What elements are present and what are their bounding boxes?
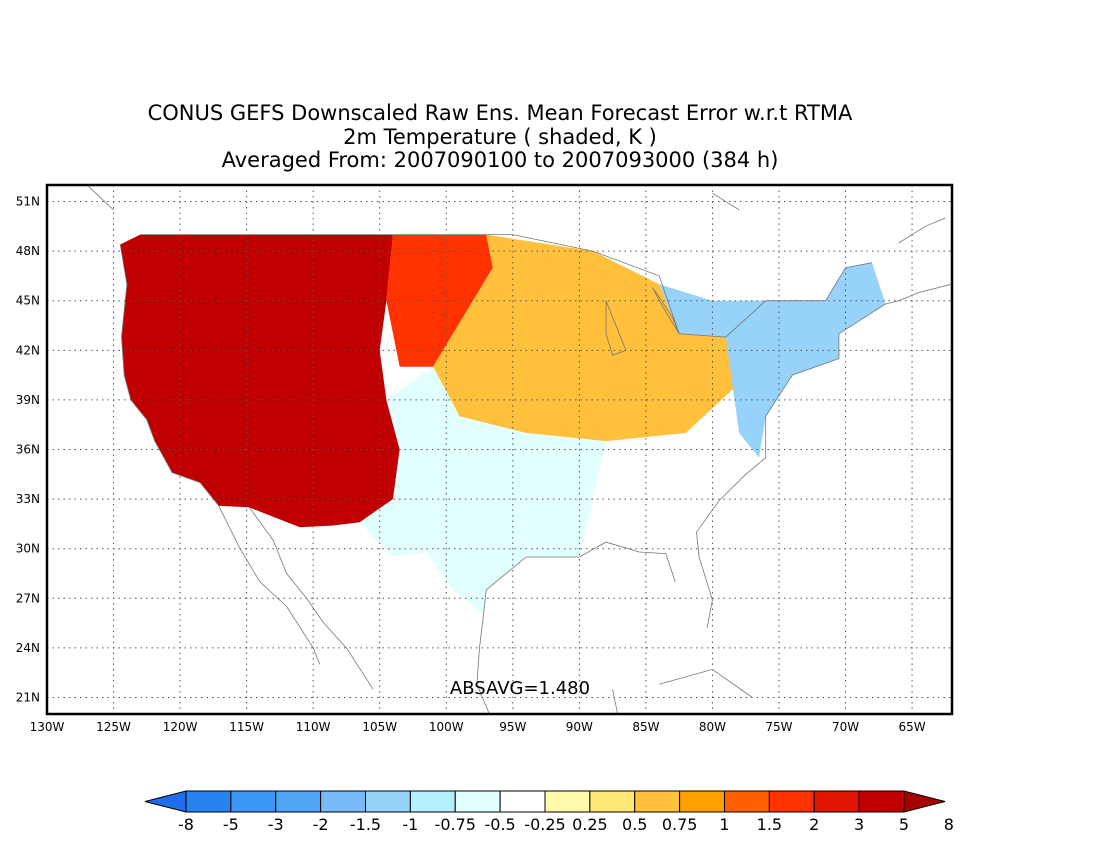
latitude-labels: 51N 48N 45N 42N 39N 36N 33N 30N 27N 24N 21N: [16, 195, 40, 705]
map-frame: [45, 183, 954, 716]
colorbar-label: 0.5: [622, 815, 647, 834]
colorbar-box: [813, 790, 860, 813]
lon-tick-label: 90W: [566, 720, 593, 734]
colorbar-box: [634, 790, 681, 813]
lat-tick-label: 51N: [16, 195, 40, 209]
colorbar-label: 5: [899, 815, 909, 834]
colorbar-box: [768, 790, 815, 813]
lon-tick-label: 120W: [163, 720, 198, 734]
coastline: [612, 689, 619, 714]
colorbar-arrow-low: [144, 790, 187, 813]
colorbar-labels: -8 -5 -3 -2 -1.5 -1 -0.75 -0.5 -0.25 0.25 0.5 0.75 1…: [178, 815, 954, 834]
lon-tick-label: 75W: [765, 720, 792, 734]
lon-tick-label: 110W: [296, 720, 331, 734]
coastline: [483, 556, 580, 615]
lat-lon-grid: [47, 185, 952, 714]
lon-tick-label: 125W: [96, 720, 131, 734]
lat-tick-label: 48N: [16, 244, 40, 258]
map-title: CONUS GEFS Downscaled Raw Ens. Mean Fore…: [0, 101, 1000, 173]
lon-tick-label: 70W: [832, 720, 859, 734]
colorbar-label: 2: [809, 815, 819, 834]
coastline: [652, 287, 680, 335]
colorbar-label: 8: [944, 815, 954, 834]
colorbar-boxes: [144, 790, 946, 813]
shaded-region-great-plains-warm: [386, 234, 493, 367]
coastline: [476, 614, 490, 714]
colorbar-label: -0.75: [435, 815, 476, 834]
shaded-region-northeast-cool: [659, 262, 886, 458]
lon-tick-label: 105W: [362, 720, 397, 734]
colorbar-label: -1: [402, 815, 418, 834]
colorbar-box: [679, 790, 725, 813]
lat-tick-label: 24N: [16, 641, 40, 655]
colorbar-box: [544, 790, 591, 813]
title-line-3: Averaged From: 2007090100 to 2007093000 …: [221, 148, 779, 172]
lat-tick-label: 33N: [16, 492, 40, 506]
lon-tick-label: 65W: [899, 720, 926, 734]
lat-tick-label: 45N: [16, 294, 40, 308]
shaded-region-west-warm-bias: [120, 234, 400, 528]
lon-tick-label: 115W: [229, 720, 264, 734]
coastline: [86, 185, 114, 211]
coastline: [712, 192, 740, 211]
colorbar-box: [409, 790, 456, 813]
title-line-1: CONUS GEFS Downscaled Raw Ens. Mean Fore…: [147, 101, 853, 125]
colorbar-label: -0.25: [524, 815, 565, 834]
lon-tick-label: 80W: [699, 720, 726, 734]
lon-tick-label: 95W: [499, 720, 526, 734]
coastline: [248, 507, 374, 690]
colorbar-label: 1: [719, 815, 729, 834]
lon-tick-label: 100W: [429, 720, 464, 734]
colorbar-label: 3: [854, 815, 864, 834]
title-line-2: 2m Temperature ( shaded, K ): [343, 124, 657, 149]
colorbar-box: [230, 790, 277, 813]
coastline: [659, 668, 753, 698]
absavg-label: ABSAVG=1.480: [450, 678, 590, 699]
colorbar-box: [499, 790, 546, 813]
colorbar-label: -1.5: [350, 815, 381, 834]
colorbar-box: [858, 790, 905, 813]
lon-tick-label: 130W: [30, 720, 65, 734]
colorbar-label: -5: [223, 815, 239, 834]
colorbar-label: -8: [178, 815, 194, 834]
coastline: [140, 234, 873, 338]
lat-tick-label: 39N: [16, 393, 40, 407]
coastline: [119, 244, 321, 665]
colorbar-label: -2: [313, 815, 329, 834]
longitude-labels: 130W 125W 120W 115W 110W 105W 100W 95W 90W 85W 80W…: [30, 720, 926, 734]
colorbar-label: 0.75: [662, 815, 698, 834]
colorbar-box: [724, 790, 770, 813]
colorbar-box: [589, 790, 636, 813]
coastline: [579, 541, 676, 582]
coastline: [898, 217, 946, 244]
lat-tick-label: 42N: [16, 343, 40, 357]
colorbar-box: [185, 790, 232, 813]
colorbar-label: -3: [268, 815, 284, 834]
colorbar-arrow-high: [903, 790, 946, 813]
lat-tick-label: 36N: [16, 443, 40, 457]
coastline: [696, 283, 952, 629]
lat-tick-label: 27N: [16, 591, 40, 605]
lat-tick-label: 30N: [16, 542, 40, 556]
colorbar-box: [454, 790, 501, 813]
shaded-region-southern-plains-cool: [359, 366, 606, 615]
error-shading: [120, 234, 886, 628]
coastline-outlines: [86, 185, 952, 714]
coastline: [605, 300, 627, 356]
colorbar-box: [275, 790, 322, 813]
colorbar-label: -0.5: [485, 815, 516, 834]
lon-tick-label: 85W: [632, 720, 659, 734]
lat-tick-label: 21N: [16, 690, 40, 704]
colorbar-box: [320, 790, 366, 813]
shaded-region-midwest-mixed: [433, 234, 740, 442]
colorbar-box: [365, 790, 411, 813]
colorbar-label: 1.5: [757, 815, 782, 834]
colorbar-label: 0.25: [572, 815, 608, 834]
shaded-region-southeast-mixed: [579, 433, 759, 628]
